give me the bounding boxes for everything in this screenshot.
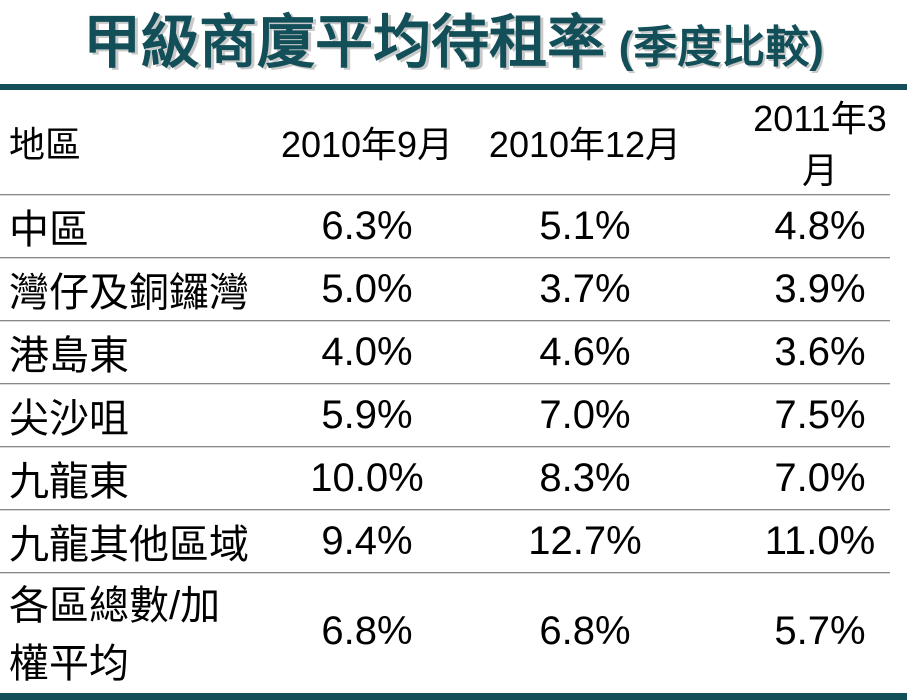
title-suffix-text: (季度比較) <box>618 23 824 72</box>
region-label: 灣仔及銅鑼灣 <box>0 257 258 321</box>
value-cell: 9.4% <box>258 509 476 573</box>
value-cell: 3.7% <box>476 257 694 321</box>
value-cell: 5.1% <box>476 194 694 258</box>
value-cell: 7.0% <box>476 383 694 447</box>
table-row-overall-weighted-average: 各區總數/加權平均 6.8% 6.8% 5.7% <box>0 572 890 689</box>
column-header-2010-09: 2010年9月 <box>280 124 454 165</box>
value-cell: 7.0% <box>694 446 890 510</box>
table-row-kowloon-east: 九龍東 10.0% 8.3% 7.0% <box>0 446 890 510</box>
value-cell: 10.0% <box>258 446 476 510</box>
value-cell: 5.9% <box>258 383 476 447</box>
region-label: 九龍其他區域 <box>0 509 258 573</box>
table-row-kowloon-others: 九龍其他區域 9.4% 12.7% 11.0% <box>0 509 890 573</box>
value-cell: 12.7% <box>476 509 694 573</box>
value-cell: 8.3% <box>476 446 694 510</box>
region-label: 中區 <box>0 194 258 258</box>
column-header-2011-03: 2011年3月 <box>753 98 887 191</box>
value-cell: 3.9% <box>694 257 890 321</box>
value-cell: 5.0% <box>258 257 476 321</box>
column-header-region: 地區 <box>9 124 82 165</box>
top-accent-rule <box>0 84 907 90</box>
value-cell: 5.7% <box>694 572 890 689</box>
value-cell: 4.0% <box>258 320 476 384</box>
value-cell: 6.8% <box>476 572 694 689</box>
bottom-accent-rule <box>0 693 907 700</box>
region-label: 港島東 <box>0 320 258 384</box>
value-cell: 6.3% <box>258 194 476 258</box>
region-label: 各區總數/加權平均 <box>0 572 258 689</box>
value-cell: 3.6% <box>694 320 890 384</box>
title-main-text: 甲級商廈平均待租率 <box>83 10 606 75</box>
value-cell: 7.5% <box>694 383 890 447</box>
value-cell: 6.8% <box>258 572 476 689</box>
table-row-island-east: 港島東 4.0% 4.6% 3.6% <box>0 320 890 384</box>
column-header-2010-12: 2010年12月 <box>488 124 682 165</box>
table-row-tsim-sha-tsui: 尖沙咀 5.9% 7.0% 7.5% <box>0 383 890 447</box>
vacancy-rate-table: 地區 2010年9月 2010年12月 2011年3月 中區 6.3% 5.1%… <box>0 90 890 689</box>
value-cell: 4.6% <box>476 320 694 384</box>
region-label: 尖沙咀 <box>0 383 258 447</box>
table-header-row: 地區 2010年9月 2010年12月 2011年3月 <box>0 90 890 195</box>
region-label: 九龍東 <box>0 446 258 510</box>
figure-title: 甲級商廈平均待租率 (季度比較) <box>0 0 907 84</box>
value-cell: 11.0% <box>694 509 890 573</box>
value-cell: 4.8% <box>694 194 890 258</box>
table-row-central: 中區 6.3% 5.1% 4.8% <box>0 194 890 258</box>
table-row-wanchai-causeway-bay: 灣仔及銅鑼灣 5.0% 3.7% 3.9% <box>0 257 890 321</box>
